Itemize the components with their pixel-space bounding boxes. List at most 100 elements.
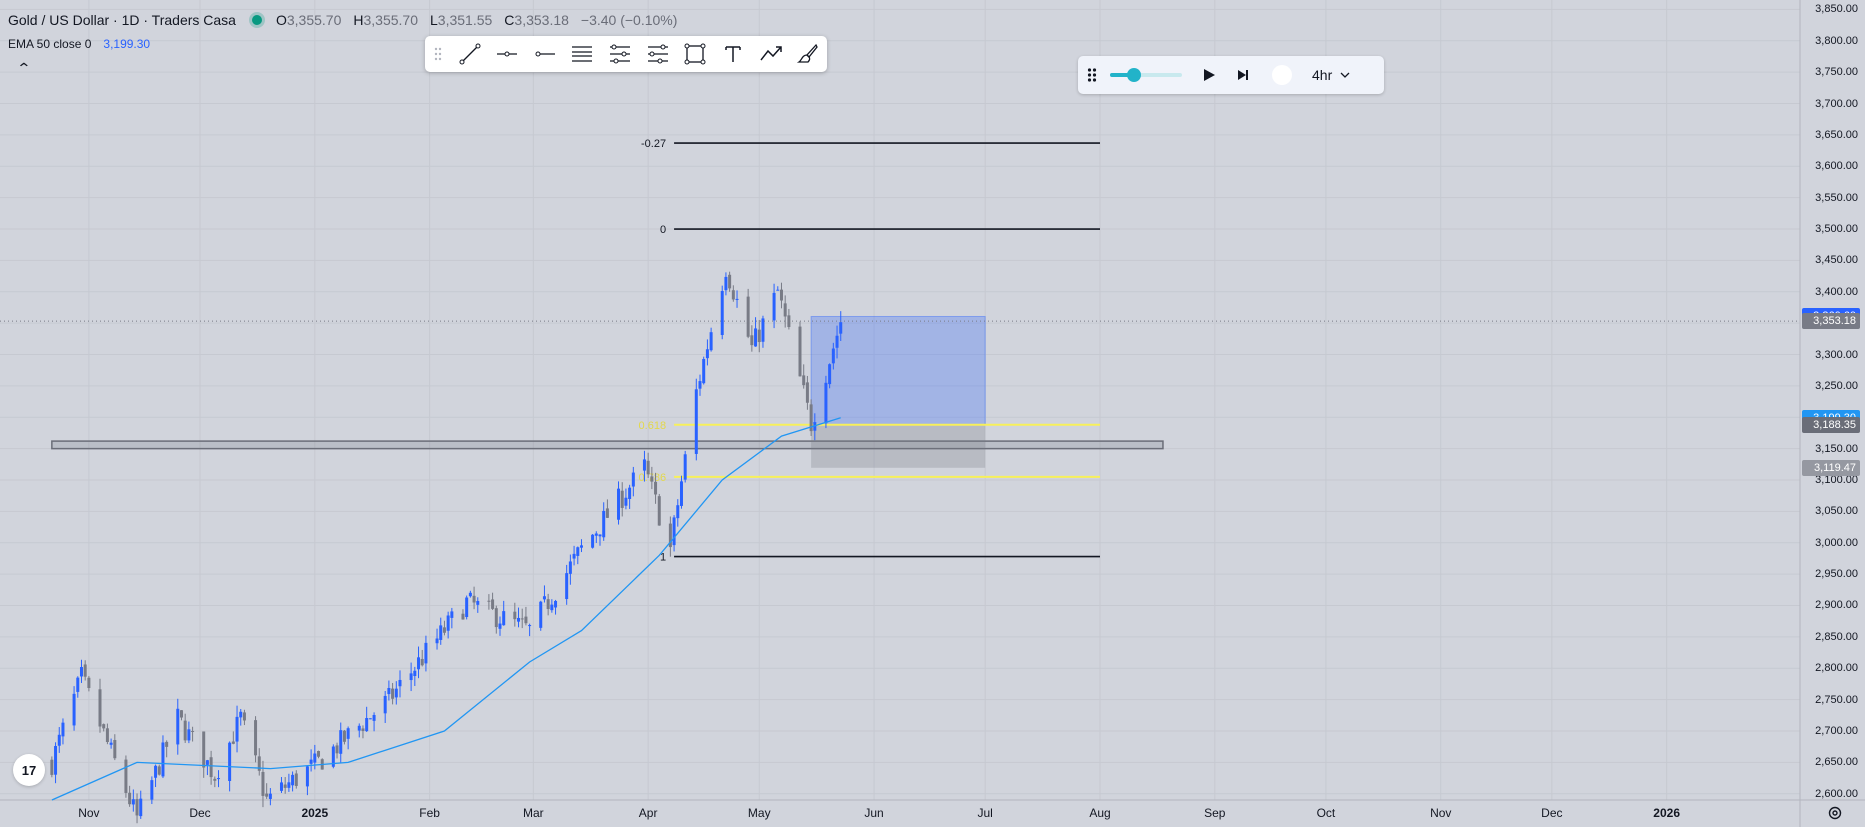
- ema-legend[interactable]: EMA 50 close 0 3,199.30: [8, 37, 150, 51]
- time-axis[interactable]: Nov Dec 2025 Feb Mar Apr May Jun Jul Aug Sep Oct Nov…: [0, 800, 1800, 827]
- candle-body: [424, 642, 428, 664]
- candle-body: [679, 481, 683, 506]
- candle-body: [724, 276, 728, 291]
- symbol-title[interactable]: Gold / US Dollar · 1D · Traders Casa: [8, 12, 236, 28]
- candle-body: [335, 745, 339, 754]
- drag-handle-icon[interactable]: [431, 44, 445, 64]
- candle-body: [631, 472, 635, 487]
- candle-body: [542, 596, 546, 600]
- play-icon: [1204, 69, 1215, 81]
- candle-body: [294, 773, 298, 786]
- chevron-down-icon: [1340, 72, 1350, 78]
- candle-body: [620, 490, 624, 508]
- price-tick-label: 2,900.00: [1815, 599, 1858, 612]
- text-icon[interactable]: [714, 36, 752, 72]
- time-tick-label: Nov: [78, 806, 100, 820]
- candle-body: [79, 667, 83, 677]
- candle-body: [105, 728, 109, 743]
- candle-body: [157, 766, 161, 775]
- price-tick-label: 2,650.00: [1815, 756, 1858, 769]
- candle-body: [783, 303, 787, 317]
- close-value: 3,353.18: [514, 12, 569, 28]
- candle-body: [839, 322, 843, 334]
- price-axis[interactable]: 3,850.00 3,800.00 3,750.00 3,700.00 3,650.00…: [1800, 0, 1865, 800]
- candle-body: [672, 517, 676, 546]
- candle-body: [654, 481, 658, 495]
- price-tick-label: 3,700.00: [1815, 97, 1858, 110]
- slider-track: [1110, 73, 1182, 77]
- candle-body: [139, 798, 143, 817]
- candle-body: [468, 592, 472, 597]
- candle-body: [150, 780, 154, 800]
- slider-knob[interactable]: [1127, 68, 1142, 82]
- candle-body: [313, 753, 317, 763]
- candle-body: [513, 611, 517, 620]
- horizontal-ray-icon[interactable]: [526, 36, 564, 72]
- candle-body: [572, 553, 576, 559]
- time-tick-label: Aug: [1089, 806, 1111, 820]
- fib-level-label: 1: [660, 552, 666, 564]
- fib-extension-icon[interactable]: [639, 36, 677, 72]
- candle-body: [113, 740, 117, 759]
- time-tick-label: Oct: [1316, 806, 1336, 820]
- candle-body: [202, 731, 206, 768]
- chevron-up-icon[interactable]: ⌃: [16, 60, 32, 76]
- candle-body: [57, 734, 61, 746]
- rectangle-icon[interactable]: [677, 36, 715, 72]
- candle-body: [435, 638, 439, 644]
- open-label: O: [275, 12, 287, 28]
- candle-body: [439, 625, 443, 640]
- price-tick-label: 2,750.00: [1815, 693, 1858, 706]
- price-tick-label: 2,850.00: [1815, 630, 1858, 643]
- fib-retracement-icon[interactable]: [601, 36, 639, 72]
- candle-body: [579, 545, 583, 548]
- replay-speed-slider[interactable]: [1110, 65, 1182, 85]
- candle-body: [731, 290, 735, 300]
- price-tick-label: 3,600.00: [1815, 160, 1858, 173]
- trend-line-icon[interactable]: [451, 36, 489, 72]
- candle-body: [413, 670, 417, 677]
- replay-toggle[interactable]: [1272, 65, 1292, 85]
- time-tick-label: Nov: [1430, 806, 1452, 820]
- candle-body: [676, 505, 680, 519]
- candle-body: [368, 718, 372, 720]
- candle-body: [824, 382, 828, 424]
- candle-body: [831, 348, 835, 364]
- candle-body: [365, 718, 369, 732]
- candle-body: [357, 725, 361, 731]
- candle-body: [398, 679, 402, 687]
- candle-body: [209, 757, 213, 778]
- candle-body: [391, 688, 395, 699]
- brush-icon[interactable]: [789, 36, 827, 72]
- candle-body: [698, 381, 702, 389]
- interval-select[interactable]: 4hr: [1306, 67, 1356, 83]
- candle-body: [754, 328, 758, 347]
- parallel-channel-icon[interactable]: [564, 36, 602, 72]
- high-label: H: [353, 12, 364, 28]
- horizontal-line-icon[interactable]: [488, 36, 526, 72]
- candle-body: [135, 799, 139, 816]
- candle-body: [798, 326, 802, 377]
- drag-handle-icon[interactable]: [1084, 65, 1100, 85]
- path-icon[interactable]: [752, 36, 790, 72]
- candle-body: [387, 688, 391, 695]
- candle-body: [757, 329, 761, 343]
- candle-body: [87, 677, 91, 689]
- time-tick-label: Dec: [189, 806, 211, 820]
- candle-body: [472, 595, 476, 603]
- time-tick-label: Jun: [864, 806, 884, 820]
- candle-body: [772, 292, 776, 321]
- play-button[interactable]: [1192, 56, 1226, 94]
- candle-body: [528, 625, 532, 627]
- step-forward-button[interactable]: [1226, 56, 1260, 94]
- candle-body: [409, 673, 413, 681]
- gear-icon[interactable]: [1824, 802, 1846, 824]
- long-position-tool: [810, 315, 986, 468]
- candle-body: [835, 335, 839, 348]
- time-tick-label: Mar: [522, 806, 544, 820]
- price-tick-label: 3,400.00: [1815, 285, 1858, 298]
- tradingview-logo[interactable]: 17: [13, 754, 45, 786]
- target-zone: [810, 315, 986, 426]
